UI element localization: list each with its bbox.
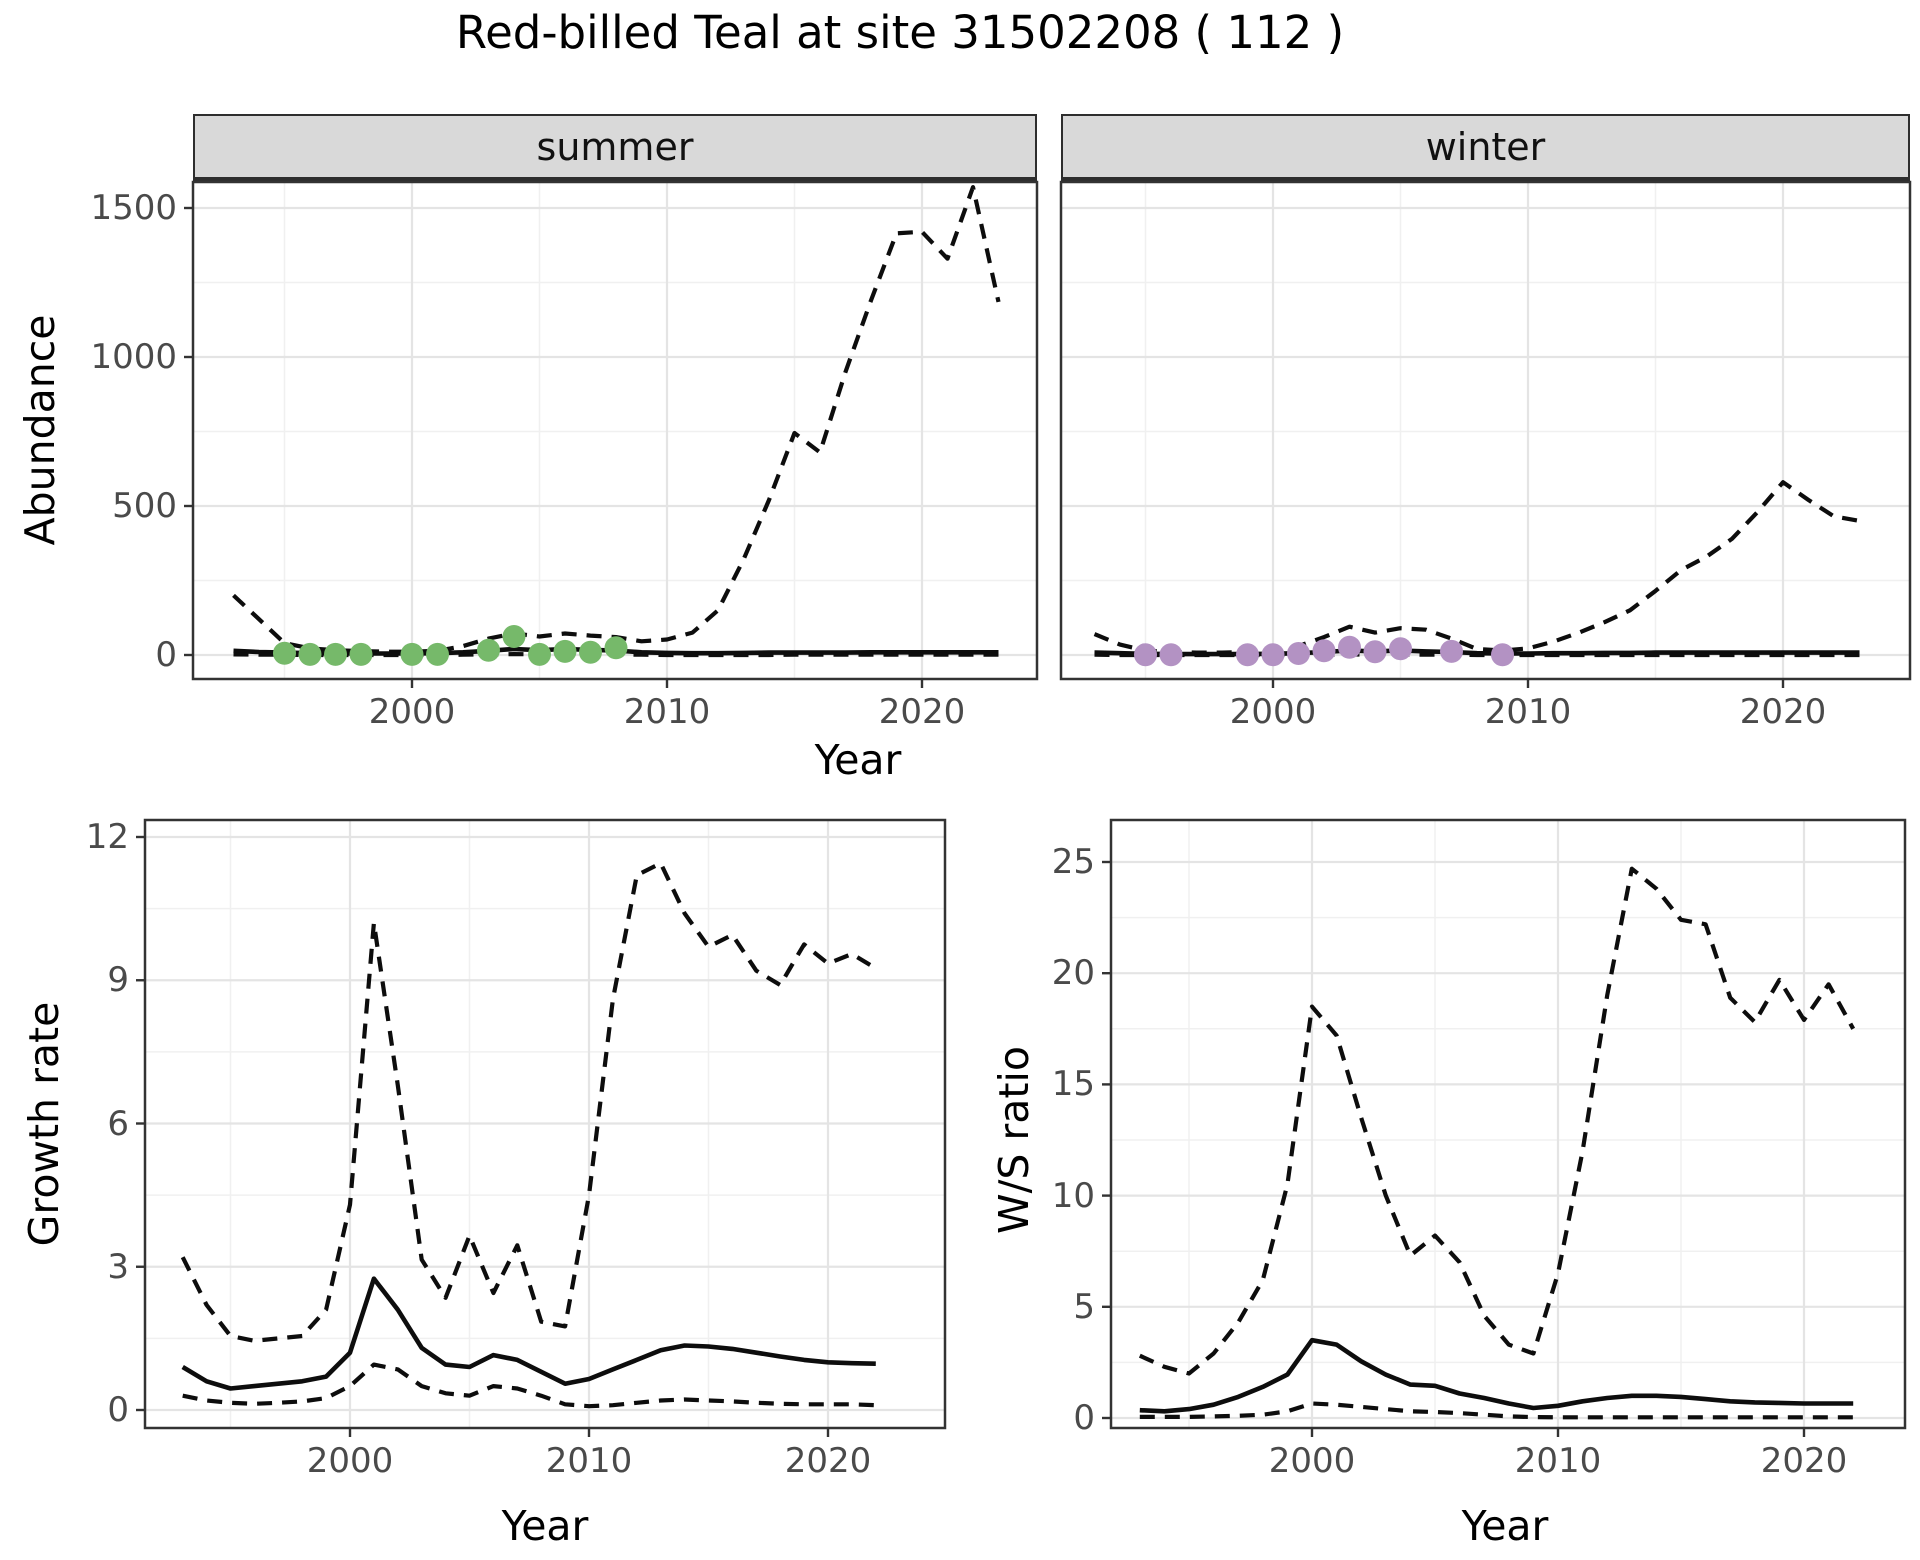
observed-counts-summer-point — [400, 642, 424, 666]
observed-counts-summer-point — [502, 625, 526, 648]
growth-lower-credible-line — [182, 1362, 876, 1409]
ws-x-tick-label: 2010 — [1514, 1441, 1602, 1481]
facet-strip-summer-label: summer — [536, 124, 694, 169]
observed-counts-winter-point — [1312, 639, 1336, 663]
observed-counts-summer-point — [426, 642, 449, 666]
winter-lower-credible-line — [1094, 652, 1860, 658]
winter-upper-credible-line — [1093, 480, 1860, 655]
x-axis-title-year-top: Year — [814, 736, 902, 784]
summer-upper-credible-line — [232, 185, 1001, 654]
ws-y-tick-label: 0 — [1073, 1398, 1095, 1438]
growth-y-tick-label: 12 — [85, 817, 129, 857]
y-axis-title-ws-ratio: W/S ratio — [990, 1046, 1038, 1234]
summer-y-tick-label: 1000 — [90, 337, 177, 377]
observed-counts-summer-point — [604, 636, 628, 660]
observed-counts-summer-point — [579, 640, 602, 664]
x-axis-title-year-bottom-left: Year — [501, 1502, 589, 1550]
observed-counts-winter-point — [1338, 635, 1361, 659]
ws-lower-credible-line — [1139, 1401, 1854, 1420]
observed-counts-winter-point — [1389, 637, 1412, 661]
ws-y-tick-label: 10 — [1051, 1175, 1095, 1216]
winter-panel-border — [1059, 180, 1912, 681]
growth-mean-line — [181, 1276, 876, 1391]
observed-counts-winter-point — [1363, 640, 1387, 664]
observed-counts-winter-point — [1236, 643, 1259, 667]
observed-counts-winter-point — [1159, 643, 1183, 667]
growth-y-tick-label: 0 — [107, 1390, 129, 1430]
winter-x-tick-label: 2020 — [1739, 692, 1827, 732]
observed-counts-winter-point — [1261, 643, 1285, 667]
observed-counts-summer-point — [324, 642, 347, 666]
growth-x-tick-label: 2000 — [306, 1441, 394, 1481]
ws-x-tick-label: 2000 — [1268, 1441, 1356, 1481]
growth-y-tick-label: 6 — [107, 1103, 129, 1144]
growth-upper-credible-line — [180, 861, 877, 1343]
summer-x-tick-label: 2010 — [623, 692, 711, 732]
summer-y-tick-label: 0 — [155, 635, 177, 675]
summer-panel-border — [191, 180, 1039, 681]
ws-y-tick-label: 25 — [1051, 842, 1095, 882]
winter-x-tick-label: 2000 — [1229, 692, 1317, 732]
ws-y-tick-label: 5 — [1073, 1286, 1095, 1327]
winter-x-tick-label: 2010 — [1484, 692, 1572, 732]
ws-x-tick-label: 2020 — [1760, 1441, 1848, 1481]
y-axis-title-abundance: Abundance — [16, 314, 64, 546]
x-axis-title-year-bottom-right: Year — [1461, 1502, 1549, 1550]
observed-counts-winter-point — [1491, 643, 1514, 667]
chart-title: Red-billed Teal at site 31502208 ( 112 ) — [455, 6, 1345, 59]
observed-counts-winter-point — [1287, 642, 1310, 665]
facet-strip-winter-label: winter — [1425, 124, 1546, 169]
facet-strip-summer: summer — [193, 114, 1037, 182]
ws-y-tick-label: 20 — [1051, 953, 1095, 994]
observed-counts-summer-point — [298, 642, 322, 666]
growth-y-tick-label: 9 — [107, 960, 129, 1001]
observed-counts-winter-point — [1134, 643, 1157, 667]
y-axis-title-growth-rate: Growth rate — [20, 1001, 68, 1247]
growth-x-tick-label: 2020 — [784, 1441, 872, 1481]
ws-y-tick-label: 15 — [1051, 1064, 1095, 1105]
facet-strip-winter: winter — [1061, 114, 1910, 182]
observed-counts-winter-point — [1440, 639, 1463, 663]
growth-panel-border — [143, 818, 947, 1430]
observed-counts-summer-point — [528, 642, 551, 666]
observed-counts-summer-point — [349, 642, 373, 666]
growth-y-tick-label: 3 — [107, 1246, 129, 1287]
summer-x-tick-label: 2000 — [368, 692, 456, 732]
growth-x-tick-label: 2010 — [545, 1441, 633, 1481]
summer-y-tick-label: 1500 — [90, 188, 177, 228]
observed-counts-summer-point — [477, 638, 500, 662]
ws-panel-border — [1109, 818, 1907, 1430]
summer-x-tick-label: 2020 — [878, 692, 966, 732]
observed-counts-summer-point — [273, 641, 296, 665]
ws-upper-credible-line — [1138, 866, 1856, 1376]
summer-y-tick-label: 500 — [112, 486, 177, 526]
ws-mean-line — [1139, 1337, 1854, 1414]
observed-counts-summer-point — [553, 639, 577, 663]
